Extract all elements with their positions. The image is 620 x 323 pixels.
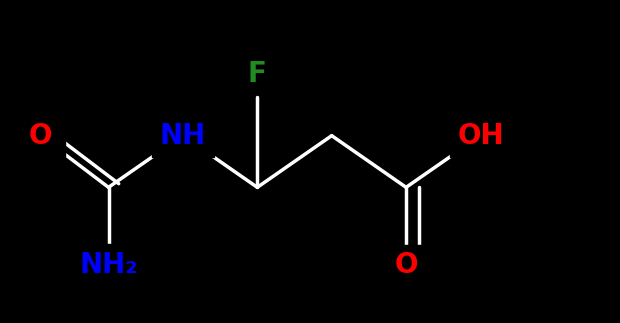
Text: O: O [394, 251, 418, 279]
Text: OH: OH [457, 122, 504, 150]
Bar [74, 244, 143, 286]
Text: O: O [29, 122, 52, 150]
Text: NH: NH [160, 122, 206, 150]
Bar [450, 115, 512, 157]
Text: F: F [248, 60, 267, 88]
Bar [152, 115, 214, 157]
Bar [236, 57, 279, 92]
Bar [384, 245, 428, 284]
Bar [16, 115, 65, 157]
Text: NH₂: NH₂ [79, 251, 138, 279]
